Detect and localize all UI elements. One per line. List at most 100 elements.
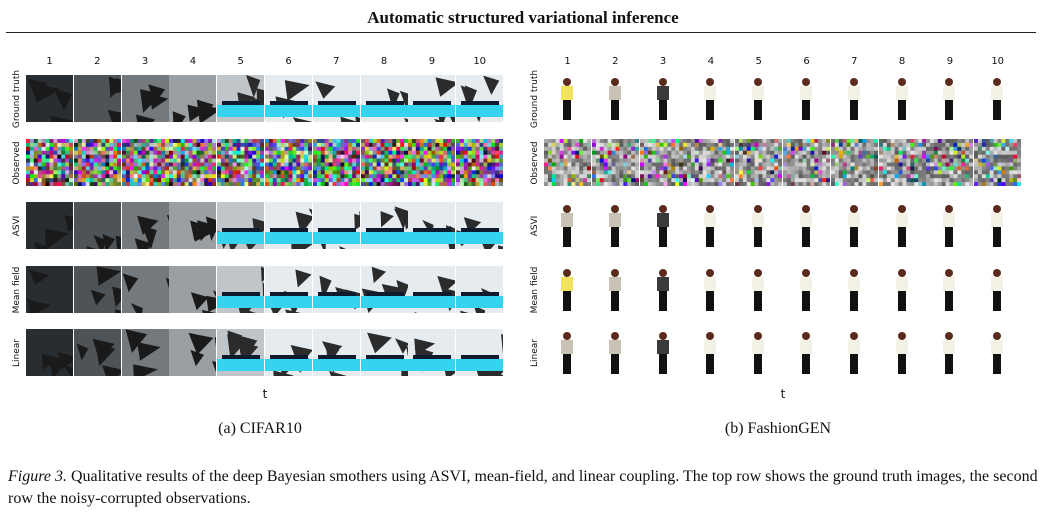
image-tile [217,329,265,376]
image-tile [974,266,1022,313]
column-label: 9 [946,56,954,67]
column-label: 2 [612,56,619,67]
image-tile [169,75,217,122]
image-tile [878,266,926,313]
image-tile [878,75,926,122]
image-tile [544,202,591,249]
image-tile [735,75,783,122]
image-tile [544,75,591,122]
image-tile [783,139,830,186]
image-tile [926,202,974,249]
figure-label: Figure 3. [8,468,67,485]
image-tile [217,202,265,249]
image-tile [26,75,73,122]
column-label: 7 [333,56,340,67]
image-tile [408,202,456,249]
image-tile [974,75,1022,122]
image-tile [456,266,504,313]
image-tile [783,202,830,249]
image-tile [121,139,169,186]
column-label: 4 [707,56,715,67]
image-tile [783,75,830,122]
image-tile [121,75,169,122]
image-tile [591,139,639,186]
running-header: Automatic structured variational inferen… [367,8,679,27]
image-tile [26,329,73,376]
image-tile [73,202,121,249]
panel-fashiongen: 1 2 3 4 5 6 7 8 9 10 Ground truth Observed ASVI Mean … [528,50,1028,410]
image-tile [591,75,639,122]
header-rule [6,32,1036,33]
time-axis-label: t [262,387,268,401]
column-label: 1 [564,56,571,67]
image-tile [456,329,504,376]
image-tile [169,266,217,313]
image-tile [121,329,169,376]
image-tile [408,266,456,313]
column-label: 8 [898,56,906,67]
image-tile [312,75,360,122]
image-tile [878,139,926,186]
image-tile [360,75,408,122]
image-tile [312,266,360,313]
column-label: 6 [285,56,292,67]
image-tile [456,202,504,249]
image-tile [735,329,783,376]
image-tile [169,139,217,186]
image-tile [830,266,878,313]
image-tile [265,75,312,122]
column-label: 8 [380,56,388,67]
image-tile [735,139,783,186]
image-tile [265,266,312,313]
column-label: 1 [46,56,53,67]
column-label: 5 [755,56,762,67]
image-tile [591,202,639,249]
time-axis-label: t [780,387,786,401]
image-tile [26,139,73,186]
image-tile [926,329,974,376]
image-tile [169,202,217,249]
image-tile [687,266,735,313]
column-label: 10 [473,56,487,67]
panel-cifar10: 1 2 3 4 5 6 7 8 9 10 Ground truth Observed ASVI Mean … [10,50,510,410]
image-tile [26,266,73,313]
image-tile [591,266,639,313]
column-label: 4 [189,56,197,67]
image-tile [121,266,169,313]
image-tile [639,202,687,249]
caption-text: Qualitative results of the deep Bayesian… [8,468,1038,507]
image-tile [312,329,360,376]
image-tile [687,329,735,376]
image-tile [735,266,783,313]
image-tile [974,329,1022,376]
image-tile [73,266,121,313]
image-tile [926,75,974,122]
image-tile [312,202,360,249]
image-tile [926,266,974,313]
image-tile [830,202,878,249]
image-tile [73,139,121,186]
image-tile [687,75,735,122]
image-tile [312,139,360,186]
subcaption-cifar10: (a) CIFAR10 [218,420,302,437]
image-tile [687,202,735,249]
image-tile [26,202,73,249]
image-tile [360,329,408,376]
image-tile [265,139,312,186]
image-tile [73,329,121,376]
column-label: 2 [94,56,101,67]
image-tile [639,139,687,186]
image-tile [639,75,687,122]
image-tile [408,329,456,376]
image-tile [639,329,687,376]
image-tile [217,139,265,186]
image-tile [974,139,1022,186]
image-tile [121,202,169,249]
column-label: 3 [141,56,149,67]
image-tile [783,266,830,313]
column-label: 7 [851,56,858,67]
image-tile [217,75,265,122]
image-tile [591,329,639,376]
image-tile [974,202,1022,249]
column-label: 5 [237,56,244,67]
